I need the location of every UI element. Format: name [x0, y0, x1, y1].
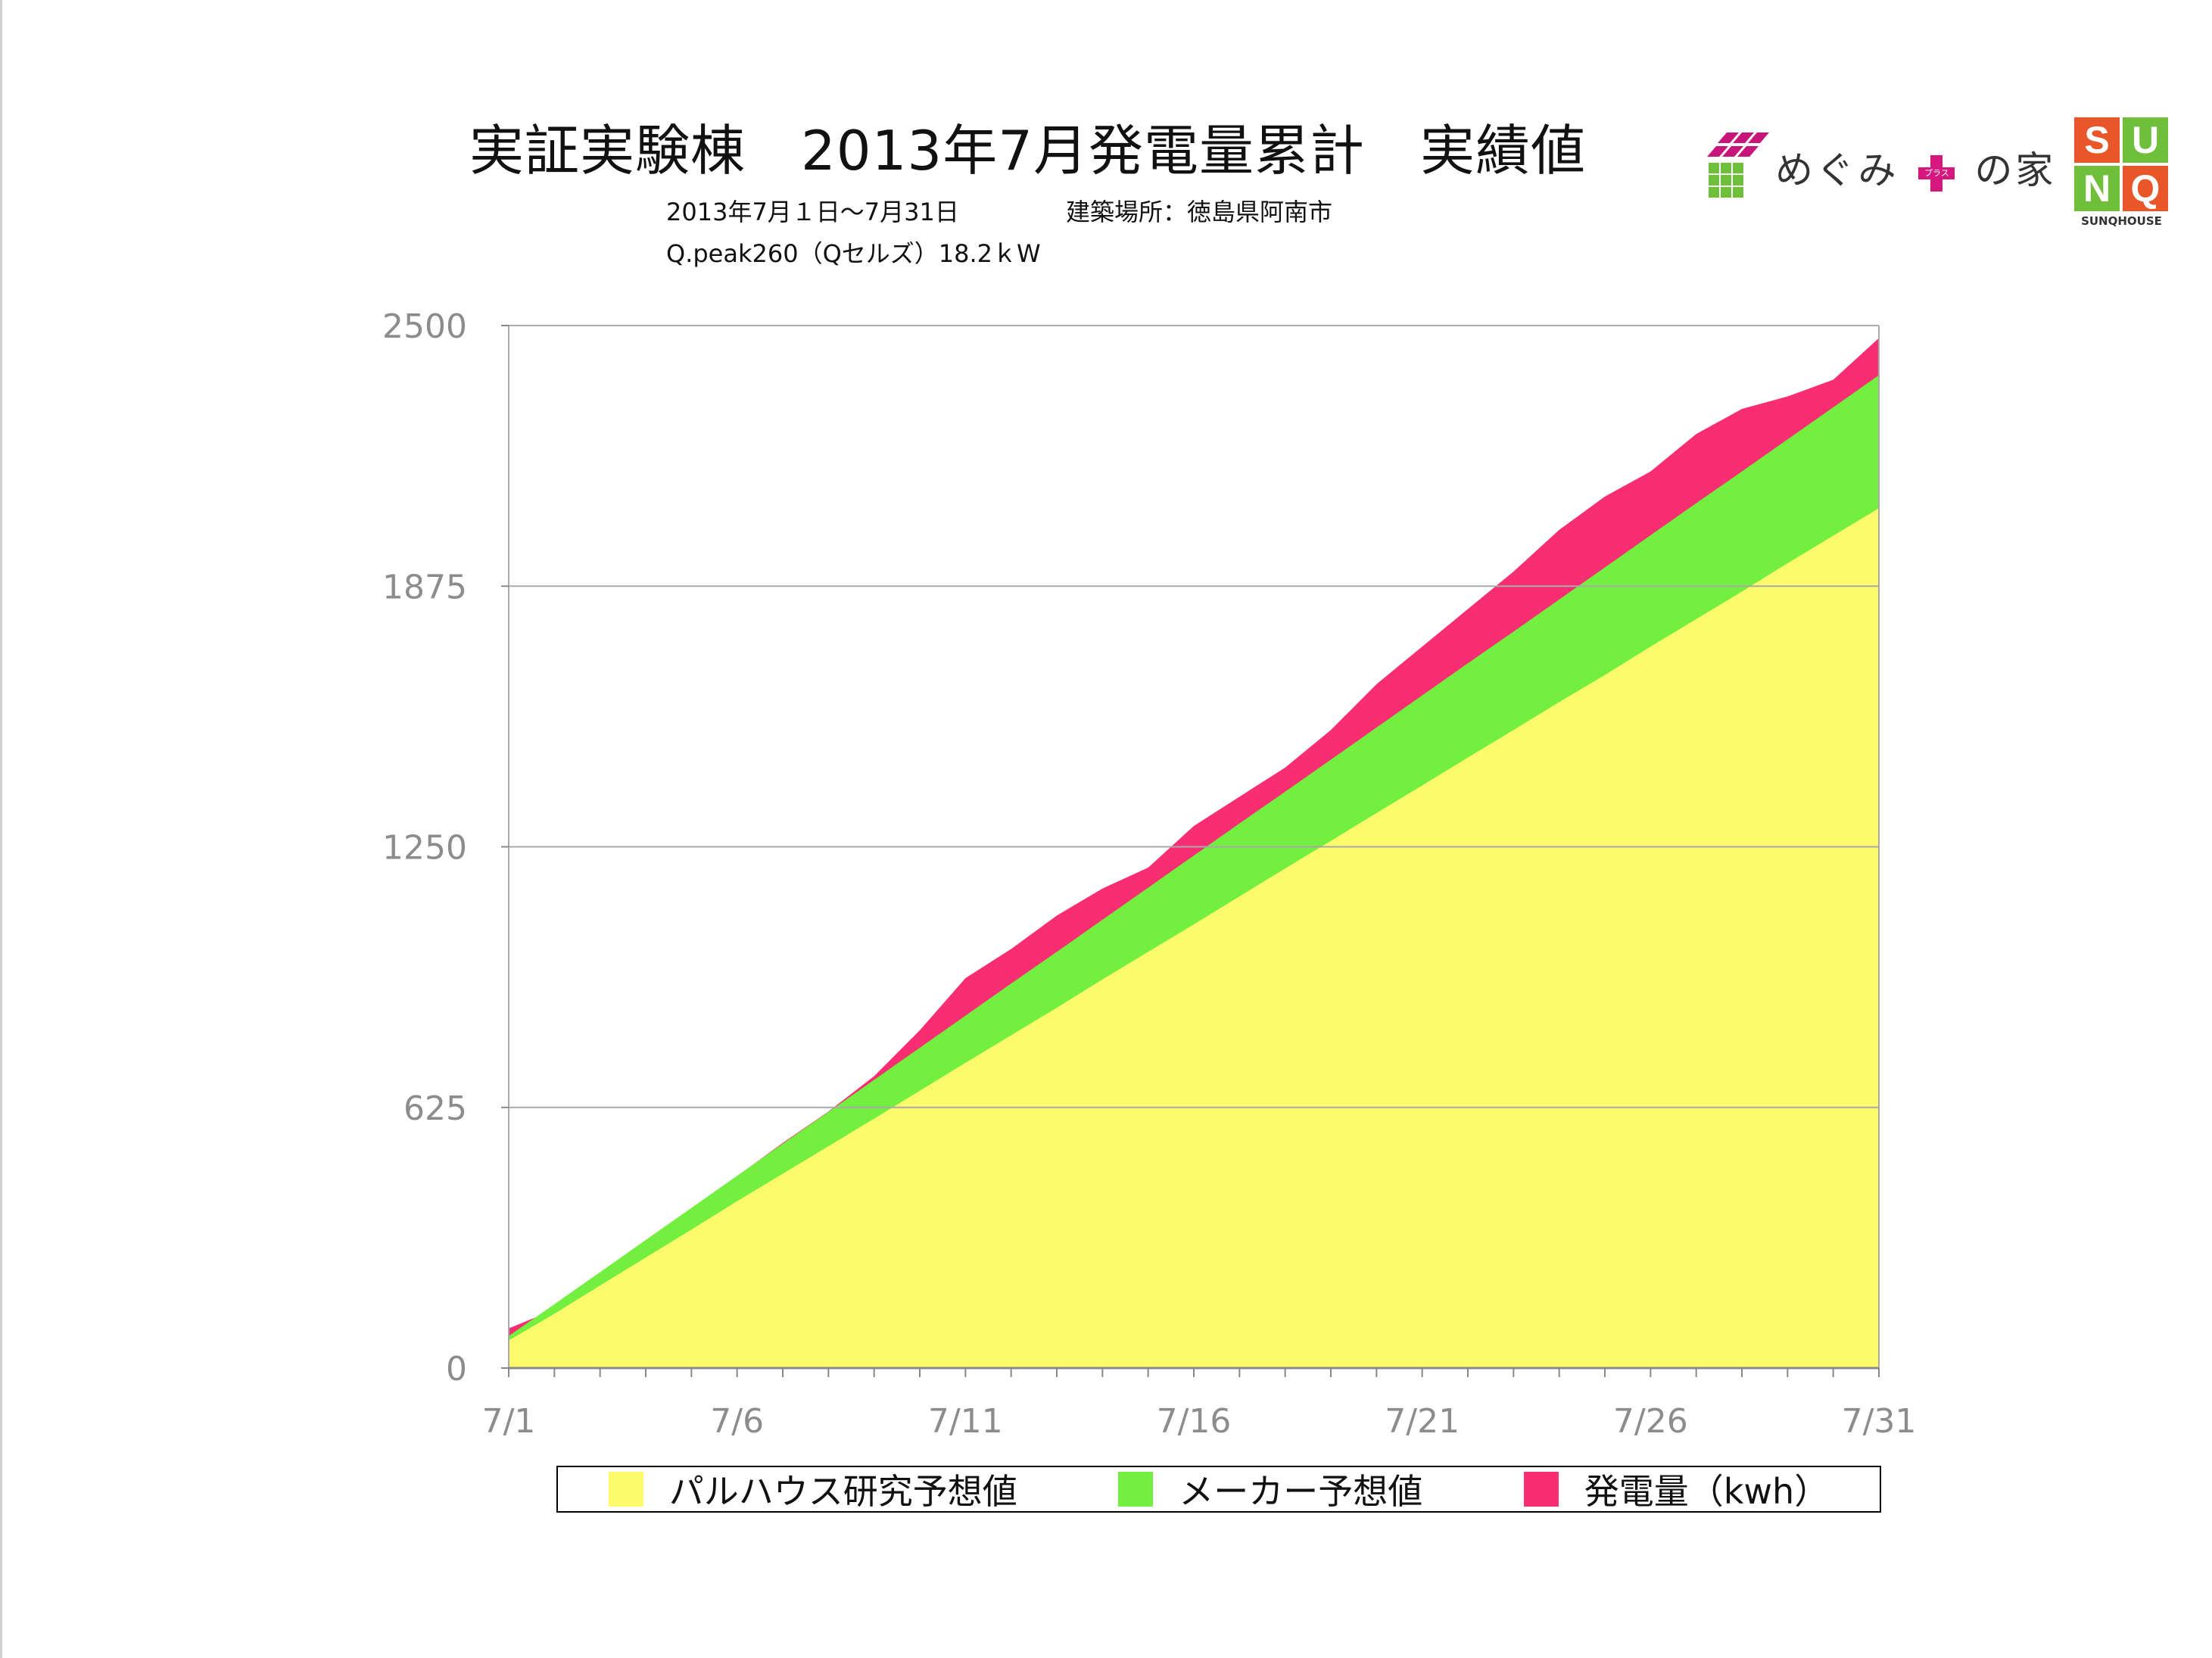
legend-label: 発電量（kwh）	[1584, 1471, 1830, 1512]
sunq-letter: N	[2074, 166, 2120, 211]
x-tick-label: 7/1	[482, 1402, 536, 1441]
chart-title: 実証実験棟 2013年7月発電量累計 実績値	[469, 119, 1587, 182]
y-tick-label: 625	[403, 1089, 467, 1128]
sunq-caption: SUNQHOUSE	[2081, 214, 2162, 228]
x-tick-label: 7/16	[1157, 1402, 1232, 1441]
chart-system: Q.peak260（Qセルズ）18.2ｋW	[666, 239, 1041, 268]
legend-swatch	[1523, 1472, 1559, 1507]
legend-item: パルハウス研究予想値	[608, 1464, 1017, 1514]
x-tick-label: 7/31	[1842, 1402, 1917, 1441]
sunq-letter: U	[2123, 117, 2168, 163]
legend-swatch	[1118, 1472, 1154, 1507]
chart-location: 建築場所：徳島県阿南市	[1066, 198, 1333, 226]
x-tick-label: 7/21	[1385, 1402, 1460, 1441]
legend-label: メーカー予想値	[1179, 1471, 1423, 1512]
solar-panel-icon	[1707, 132, 1769, 198]
y-tick-label: 2500	[382, 307, 467, 346]
megumi-logo-text: めぐみ プラス の家	[1775, 148, 2057, 192]
yellow-area	[509, 508, 1879, 1368]
y-tick-label: 1875	[382, 568, 467, 606]
megumi-plus-label: プラス	[1924, 167, 1949, 178]
y-tick-label: 1250	[382, 829, 467, 868]
left-edge-line	[0, 0, 2, 1658]
chart-legend: パルハウス研究予想値 メーカー予想値 発電量（kwh）	[556, 1466, 1881, 1513]
sunq-letter: Q	[2123, 166, 2168, 211]
x-tick-label: 7/11	[928, 1402, 1003, 1441]
y-tick-label: 0	[446, 1350, 467, 1388]
legend-item: メーカー予想値	[1118, 1464, 1422, 1514]
sunq-letter: S	[2074, 117, 2120, 163]
megumi-logo: めぐみ プラス の家	[1707, 125, 2055, 201]
chart-period: 2013年7月１日〜7月31日	[666, 198, 959, 226]
x-tick-label: 7/6	[710, 1402, 764, 1441]
legend-label: パルハウス研究予想値	[668, 1471, 1017, 1512]
x-tick-label: 7/26	[1613, 1402, 1688, 1441]
legend-swatch	[608, 1472, 643, 1507]
legend-item: 発電量（kwh）	[1523, 1464, 1830, 1514]
